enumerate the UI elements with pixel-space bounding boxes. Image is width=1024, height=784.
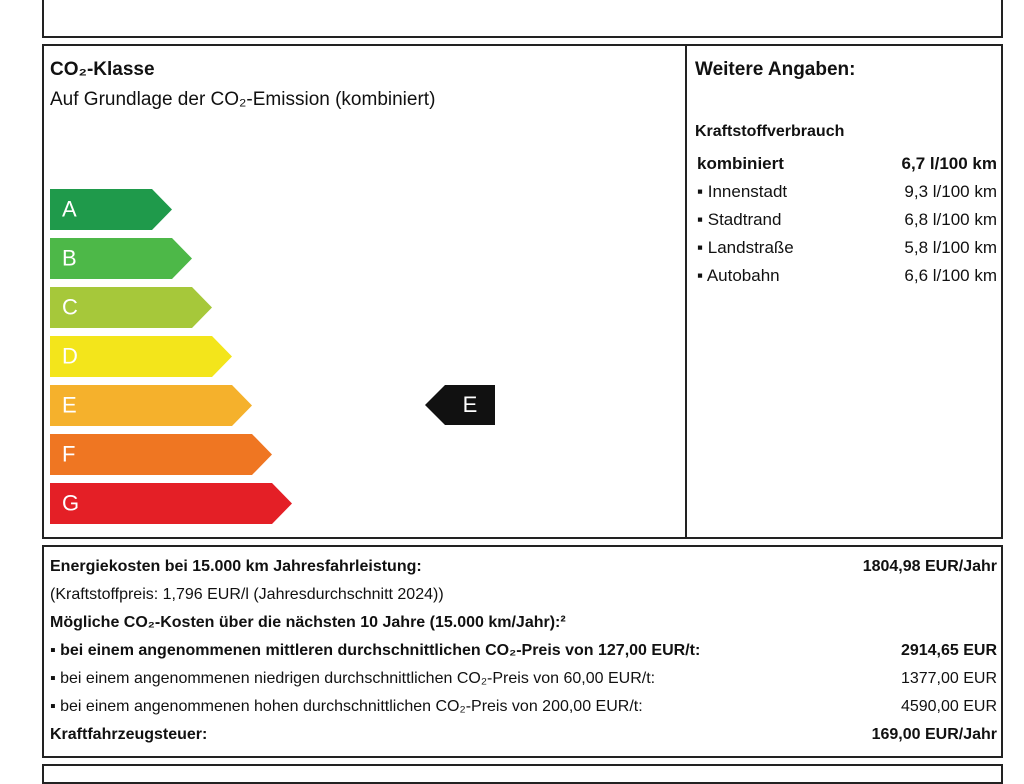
cost-label: bei einem angenommenen hohen durchschnit… — [50, 699, 643, 715]
cost-value: 1804,98 EUR/Jahr — [862, 558, 997, 575]
class-letter: D — [62, 343, 78, 368]
cost-value: 4590,00 EUR — [900, 698, 997, 715]
consumption-value: 9,3 l/100 km — [904, 182, 997, 201]
class-arrow — [50, 434, 272, 475]
cost-label: bei einem angenommenen niedrigen durchsc… — [50, 671, 655, 687]
consumption-value: 5,8 l/100 km — [904, 238, 997, 257]
cost-label: bei einem angenommenen mittleren durchsc… — [50, 643, 700, 659]
top-box — [42, 0, 1003, 38]
class-letter: F — [62, 441, 75, 466]
class-letter: G — [62, 490, 79, 515]
cost-label: Mögliche CO₂-Kosten über die nächsten 10… — [50, 614, 566, 631]
cost-label: Energiekosten bei 15.000 km Jahresfahrle… — [50, 558, 422, 575]
class-arrow — [50, 483, 292, 524]
cost-value: 1377,00 EUR — [900, 670, 997, 687]
bottom-box — [42, 764, 1003, 784]
consumption-title: Kraftstoffverbrauch — [695, 123, 845, 140]
current-class: E — [463, 392, 478, 417]
consumption-value: 6,6 l/100 km — [904, 266, 997, 285]
cost-label: (Kraftstoffpreis: 1,796 EUR/l (Jahresdur… — [50, 586, 444, 603]
class-arrow — [50, 385, 252, 426]
class-arrow — [50, 336, 232, 377]
class-subtitle: Auf Grundlage der CO₂-Emission (kombinie… — [50, 89, 436, 110]
costs-box — [42, 545, 1003, 758]
class-arrow — [50, 238, 192, 279]
divider — [685, 45, 687, 538]
class-arrow — [50, 189, 172, 230]
further-title: Weitere Angaben: — [695, 59, 856, 80]
label-box — [42, 44, 1003, 539]
class-letter: B — [62, 245, 77, 270]
class-title: CO₂-Klasse — [50, 59, 155, 80]
class-letter: E — [62, 392, 77, 417]
consumption-value: 6,7 l/100 km — [901, 154, 997, 173]
consumption-label: Autobahn — [697, 267, 780, 284]
current-class-marker — [425, 385, 495, 425]
consumption-value: 6,8 l/100 km — [904, 210, 997, 229]
cost-value: 2914,65 EUR — [900, 642, 997, 659]
consumption-label: Stadtrand — [697, 211, 782, 228]
consumption-label: kombiniert — [697, 154, 784, 173]
class-letter: A — [62, 196, 77, 221]
class-letter: C — [62, 294, 78, 319]
page: CO₂-Klasse Auf Grundlage der CO₂-Emissio… — [0, 0, 1024, 768]
consumption-label: Landstraße — [697, 239, 794, 256]
cost-label: Kraftfahrzeugsteuer: — [50, 726, 208, 743]
consumption-label: Innenstadt — [697, 183, 787, 200]
cost-value: 169,00 EUR/Jahr — [871, 726, 997, 743]
class-arrow — [50, 287, 212, 328]
